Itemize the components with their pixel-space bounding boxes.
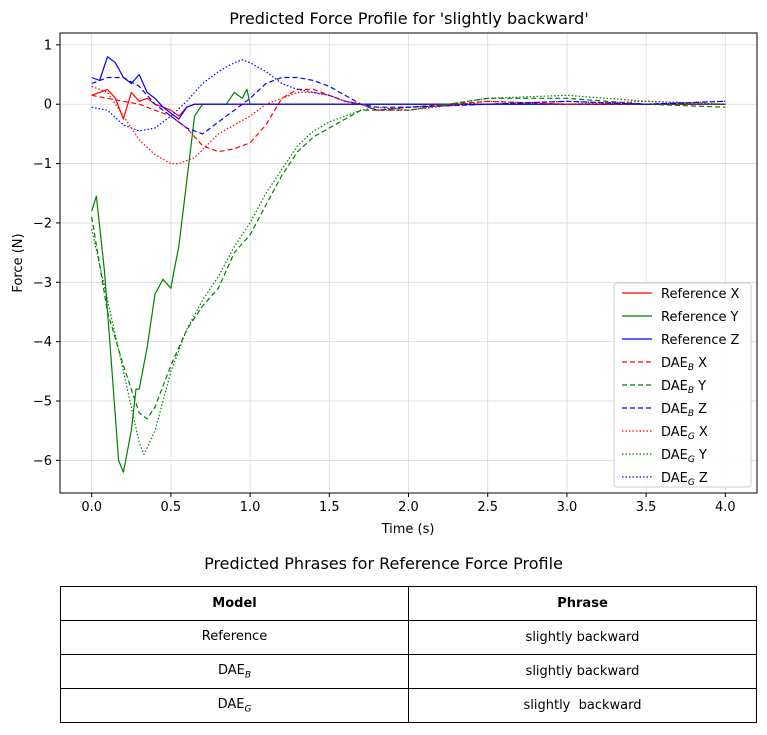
legend-entry: Reference Y	[661, 310, 738, 325]
x-tick-label: 2.0	[398, 500, 419, 515]
header-phrase: Phrase	[408, 586, 757, 621]
legend-base: DAE	[661, 448, 688, 463]
table-row: DAEG slightly backward	[60, 688, 757, 723]
table-title: Predicted Phrases for Reference Force Pr…	[204, 554, 563, 573]
model-name: Reference	[201, 628, 268, 644]
x-tick-label: 1.0	[240, 500, 261, 515]
series-line-dae-g-x	[91, 85, 726, 165]
ticks: 0.0 0.5 1.0 1.5 2.0 2.5 3.0 3.5 4.0 1 0 −1 −2 −3 −4 −5 −…	[33, 38, 736, 515]
legend-entry: DAEG Z	[661, 471, 708, 488]
phrase-cell: slightly backward	[408, 620, 757, 655]
legend-subscript: B	[688, 386, 694, 396]
legend-axis: Z	[699, 471, 708, 486]
legend-subscript: B	[688, 409, 694, 419]
legend-subscript: B	[688, 363, 694, 373]
y-tick-label: 1	[44, 38, 52, 53]
x-axis-label: Time (s)	[381, 522, 435, 537]
legend-entry: Reference X	[661, 287, 739, 302]
legend-axis: X	[699, 425, 708, 440]
legend-entry: DAEG Y	[661, 448, 707, 465]
y-tick-label: −5	[33, 395, 52, 410]
legend-entry: DAEG X	[661, 425, 708, 442]
phrase-cell: slightly backward	[408, 688, 757, 723]
legend-axis: X	[730, 287, 739, 302]
x-tick-label: 1.5	[319, 500, 340, 515]
legend-base: DAE	[661, 356, 688, 371]
y-tick-label: −3	[33, 276, 52, 291]
model-name: DAE	[217, 662, 245, 678]
legend-base: Reference	[661, 287, 726, 302]
legend-axis: Y	[698, 448, 707, 463]
table-header-row: Model Phrase	[60, 586, 757, 621]
model-name: DAE	[217, 696, 245, 712]
x-tick-label: 4.0	[715, 500, 736, 515]
legend-base: DAE	[661, 379, 688, 394]
legend-base: Reference	[661, 310, 726, 325]
legend-entry: DAEB Y	[661, 379, 706, 396]
series-line-dae-b-z	[91, 76, 726, 135]
table-row: Reference slightly backward	[60, 620, 757, 655]
y-tick-label: −1	[33, 157, 52, 172]
model-cell: DAEG	[60, 688, 409, 723]
legend-base: DAE	[661, 425, 688, 440]
legend-base: DAE	[661, 471, 688, 486]
legend-box	[613, 282, 752, 488]
series-line-dae-g-y	[91, 94, 726, 455]
series-line-dae-g-z	[91, 59, 726, 132]
legend-base: DAE	[661, 402, 688, 417]
series-line-dae-b-x	[91, 88, 726, 153]
y-tick-label: 0	[44, 98, 52, 113]
model-cell: Reference	[60, 620, 409, 655]
chart-title: Predicted Force Profile for 'slightly ba…	[229, 9, 588, 28]
legend-axis: Z	[698, 402, 707, 417]
legend-axis: Z	[730, 333, 739, 348]
table-row: DAEB slightly backward	[60, 654, 757, 689]
model-subscript: G	[244, 704, 252, 715]
x-tick-label: 0.5	[161, 500, 182, 515]
header-model: Model	[60, 586, 409, 621]
phrase-cell: slightly backward	[408, 654, 757, 689]
legend-base: Reference	[661, 333, 726, 348]
x-tick-label: 3.0	[557, 500, 578, 515]
force-profile-chart: Predicted Force Profile for 'slightly ba…	[11, 9, 758, 537]
legend-subscript: G	[688, 432, 695, 442]
x-tick-label: 3.5	[636, 500, 657, 515]
legend-axis: X	[698, 356, 707, 371]
legend-subscript: G	[688, 455, 695, 465]
y-tick-label: −2	[33, 216, 52, 231]
legend-entry: Reference Z	[661, 333, 739, 348]
y-axis-label: Force (N)	[11, 233, 26, 292]
legend-axis: Y	[697, 379, 706, 394]
legend-subscript: G	[688, 478, 695, 488]
model-cell: DAEB	[60, 654, 409, 689]
legend-entry: DAEB Z	[661, 402, 707, 419]
legend-entry: DAEB X	[661, 356, 707, 373]
y-tick-label: −4	[33, 335, 52, 350]
x-tick-label: 0.0	[81, 500, 102, 515]
phrase-table-section: Predicted Phrases for Reference Force Pr…	[0, 548, 767, 723]
legend-axis: Y	[729, 310, 738, 325]
model-subscript: B	[244, 670, 252, 681]
phrase-table: Model Phrase Reference slightly backward…	[60, 586, 757, 723]
series-line-reference-z	[91, 56, 726, 120]
y-tick-label: −6	[33, 454, 52, 469]
series-line-reference-y	[91, 88, 726, 473]
x-tick-label: 2.5	[477, 500, 498, 515]
series-group	[91, 56, 726, 473]
